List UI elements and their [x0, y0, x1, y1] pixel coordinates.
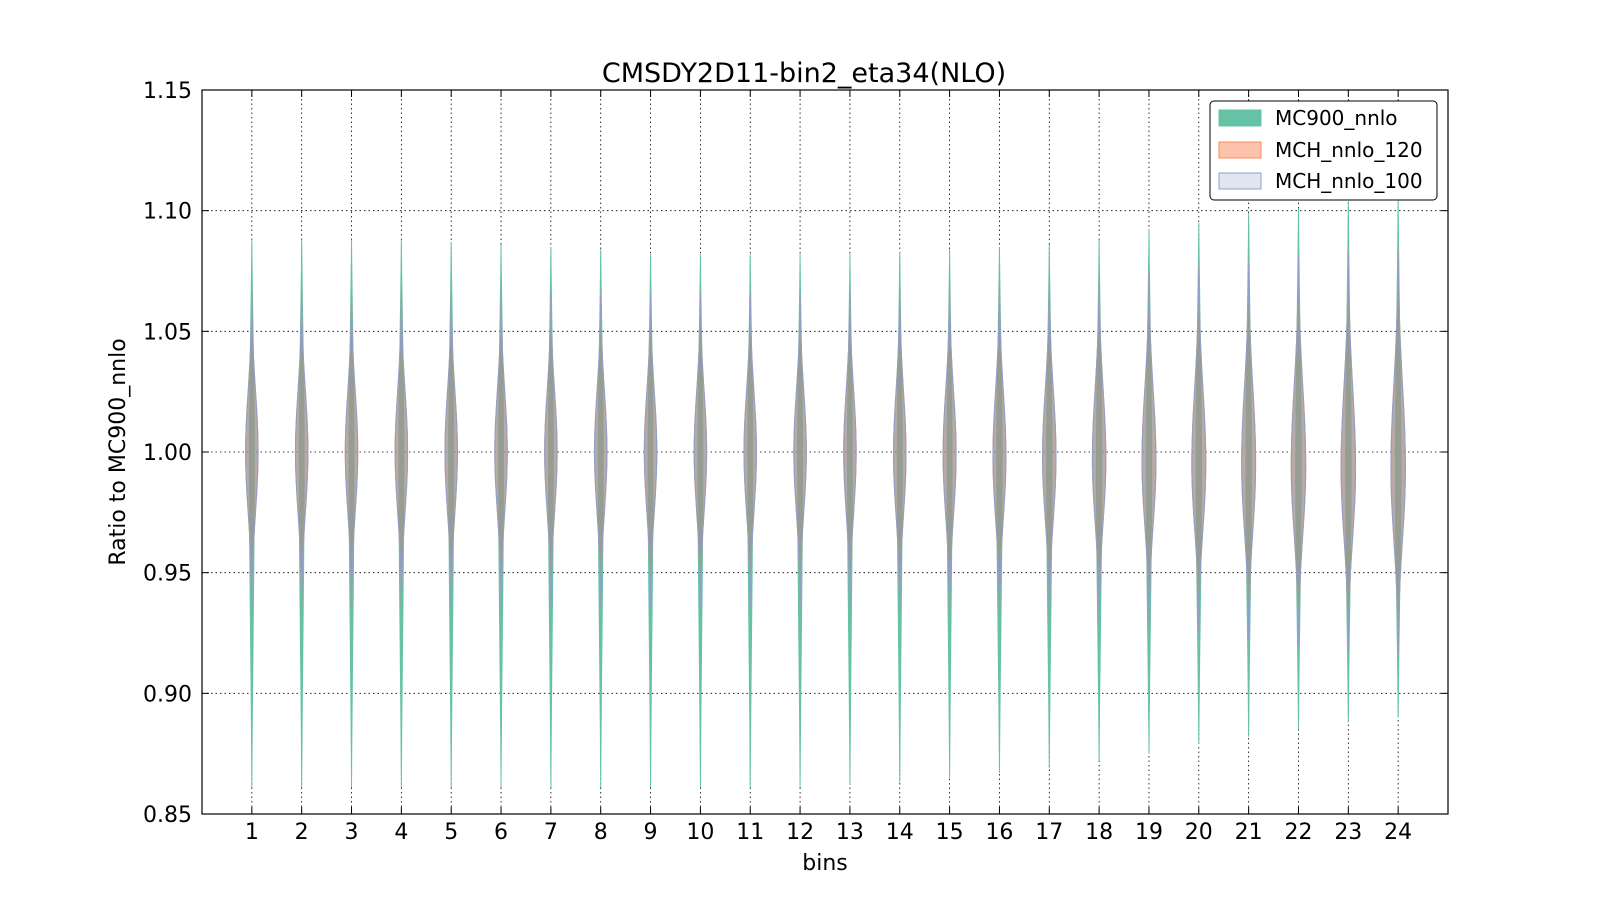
legend-swatch-mch-nnlo-120 — [1218, 141, 1262, 159]
violin-mch-nnlo-100 — [1042, 280, 1057, 621]
x-tick-label: 12 — [786, 820, 814, 845]
x-tick-label: 11 — [736, 820, 764, 845]
violin-mch-nnlo-100 — [245, 292, 259, 609]
x-tick-label: 8 — [594, 820, 608, 845]
x-tick-label: 17 — [1035, 820, 1063, 845]
x-tick-label: 21 — [1235, 820, 1263, 845]
violin-mch-nnlo-100 — [843, 290, 857, 612]
x-axis-label: bins — [802, 851, 847, 876]
x-tick-label: 6 — [494, 820, 508, 845]
y-tick-label: 1.10 — [143, 200, 192, 225]
violin-mch-nnlo-100 — [1340, 251, 1357, 650]
violin-mch-nnlo-100 — [1241, 261, 1257, 641]
violin-mch-nnlo-100 — [693, 292, 708, 609]
y-tick-label: 0.95 — [143, 562, 192, 587]
x-tick-label: 13 — [836, 820, 864, 845]
legend-box — [1209, 100, 1438, 201]
violin-mch-nnlo-100 — [1141, 270, 1157, 629]
violin-mch-nnlo-100 — [593, 292, 608, 609]
violins — [245, 198, 1406, 788]
legend: MC900_nnlo MCH_nnlo_120 MCH_nnlo_100 — [1209, 100, 1438, 201]
violin-mch-nnlo-100 — [544, 292, 558, 609]
axis-ticks: 0.850.900.951.001.051.101.151 2 3 4 5 6 7 8 9 10 1… — [143, 79, 1448, 845]
y-tick-label: 0.90 — [143, 682, 192, 707]
x-tick-label: 7 — [544, 820, 558, 845]
violin-mch-nnlo-100 — [394, 292, 409, 609]
x-tick-label: 20 — [1185, 820, 1213, 845]
legend-swatch-mc900-nnlo — [1218, 109, 1262, 127]
x-tick-label: 19 — [1135, 820, 1163, 845]
x-tick-label: 22 — [1284, 820, 1312, 845]
x-tick-label: 1 — [245, 820, 259, 845]
chart-title: CMSDY2D11-bin2_eta34(NLO) — [602, 58, 1006, 89]
x-tick-label: 23 — [1334, 820, 1362, 845]
x-tick-label: 24 — [1384, 820, 1412, 845]
x-tick-label: 15 — [936, 820, 964, 845]
legend-label-mch-nnlo-100: MCH_nnlo_100 — [1275, 169, 1423, 193]
y-tick-label: 0.85 — [143, 803, 192, 828]
y-tick-label: 1.05 — [143, 320, 192, 345]
violin-mch-nnlo-100 — [1390, 246, 1406, 655]
violin-mch-nnlo-100 — [942, 285, 957, 617]
violin-mch-nnlo-100 — [643, 292, 658, 609]
violin-mch-nnlo-100 — [893, 287, 907, 614]
violin-mch-nnlo-100 — [1091, 275, 1107, 624]
violin-mch-nnlo-100 — [444, 292, 458, 609]
x-tick-label: 10 — [686, 820, 714, 845]
violin-mch-nnlo-100 — [743, 292, 757, 609]
legend-label-mch-nnlo-120: MCH_nnlo_120 — [1275, 138, 1423, 162]
violin-mch-nnlo-100 — [1191, 266, 1207, 634]
violin-mch-nnlo-100 — [344, 292, 359, 609]
violin-mch-nnlo-100 — [1290, 256, 1307, 646]
y-tick-label: 1.00 — [143, 441, 192, 466]
x-tick-label: 14 — [886, 820, 914, 845]
y-axis-label: Ratio to MC900_nnlo — [106, 338, 131, 565]
x-tick-label: 3 — [345, 820, 359, 845]
legend-swatch-mch-nnlo-100 — [1218, 172, 1262, 190]
legend-label-mc900-nnlo: MC900_nnlo — [1275, 106, 1398, 130]
x-tick-label: 5 — [444, 820, 458, 845]
y-tick-label: 1.15 — [143, 79, 192, 104]
x-tick-label: 16 — [985, 820, 1013, 845]
violin-mch-nnlo-100 — [294, 292, 309, 609]
violin-mch-nnlo-100 — [793, 292, 807, 609]
x-tick-label: 18 — [1085, 820, 1113, 845]
x-tick-label: 4 — [394, 820, 408, 845]
x-tick-label: 9 — [644, 820, 658, 845]
violin-mch-nnlo-100 — [494, 292, 508, 609]
violin-mch-nnlo-100 — [992, 283, 1007, 619]
x-tick-label: 2 — [295, 820, 309, 845]
